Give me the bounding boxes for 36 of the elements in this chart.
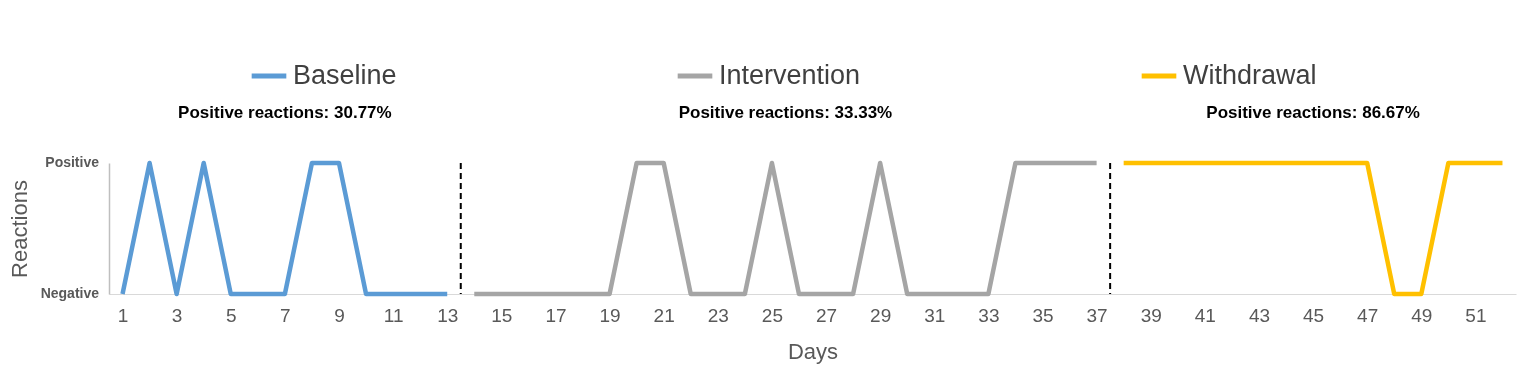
x-tick-label: 29	[870, 304, 892, 326]
text: Positive reactions: 33.33%	[678, 103, 893, 122]
x-tick-label: 13	[437, 304, 459, 326]
x-tick-label: 31	[924, 304, 946, 326]
legend-label: Baseline	[293, 60, 397, 90]
x-tick-label: 9	[334, 304, 345, 326]
text: Positive reactions: 86.67%	[1206, 103, 1420, 122]
x-tick-label: 3	[171, 304, 183, 326]
text: Positive	[45, 154, 100, 170]
x-tick-label: 45	[1303, 304, 1325, 326]
x-axis-title: Days	[787, 338, 839, 364]
text: Positive reactions: 30.77%	[178, 103, 392, 122]
x-tick-label: 41	[1194, 304, 1216, 326]
x-tick-label: 7	[280, 304, 291, 326]
x-tick-label: 47	[1357, 304, 1379, 326]
legend-label: Withdrawal	[1183, 60, 1317, 90]
x-tick-label: 11	[383, 304, 404, 326]
x-tick-label: 43	[1248, 304, 1271, 326]
x-tick-label: 27	[815, 304, 838, 326]
x-tick-label: 21	[653, 304, 675, 326]
x-tick-label: 51	[1465, 304, 1487, 326]
x-tick-label: 49	[1411, 304, 1433, 326]
legend-label: Intervention	[719, 60, 861, 90]
x-tick-label: 39	[1140, 304, 1162, 326]
x-tick-label: 33	[978, 304, 1000, 326]
x-tick-label: 5	[225, 304, 237, 326]
y-axis-title: Reactions	[6, 180, 32, 278]
text: Negative	[40, 285, 100, 301]
x-tick-label: 23	[707, 304, 729, 326]
x-tick-label: 15	[491, 304, 513, 326]
x-tick-label: 1	[117, 304, 129, 326]
x-tick-label: 25	[761, 304, 783, 326]
x-tick-label: 19	[599, 304, 621, 326]
x-tick-label: 35	[1032, 304, 1054, 326]
x-tick-label: 37	[1086, 304, 1108, 326]
x-tick-label: 17	[545, 304, 567, 326]
